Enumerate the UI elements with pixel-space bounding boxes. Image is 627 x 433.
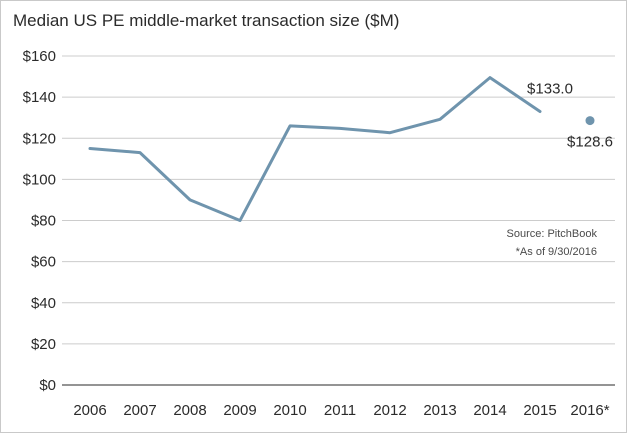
x-tick-label: 2008 [173,402,206,419]
y-axis-tick-labels: $0 $20 $40 $60 $80 $100 $120 $140 $160 [23,48,56,394]
series-line [88,76,542,222]
data-label: $133.0 [527,81,573,98]
chart-title: Median US PE middle-market transaction s… [13,11,400,30]
x-tick-label: 2016* [570,402,609,419]
source-note: Source: PitchBook [507,228,598,240]
x-tick-label: 2012 [373,402,406,419]
y-tick-label: $40 [31,295,56,312]
x-axis-tick-labels: 2006 2007 2008 2009 2010 2011 2012 2013 2014 2015… [73,402,609,419]
gridlines [62,55,615,386]
y-tick-label: $0 [39,377,56,394]
data-point [585,116,595,126]
y-tick-label: $20 [31,336,56,353]
y-tick-label: $140 [23,89,56,106]
as-of-note: *As of 9/30/2016 [516,246,597,258]
y-tick-label: $120 [23,130,56,147]
x-tick-label: 2014 [473,402,506,419]
x-tick-label: 2006 [73,402,106,419]
x-tick-label: 2013 [423,402,456,419]
y-tick-label: $60 [31,254,56,271]
x-tick-label: 2015 [523,402,556,419]
y-tick-label: $80 [31,213,56,230]
series-layer [88,76,595,222]
x-tick-label: 2009 [223,402,256,419]
x-tick-label: 2011 [324,402,356,419]
y-tick-label: $160 [23,48,56,65]
data-label: $128.6 [567,134,613,151]
x-tick-label: 2007 [123,402,156,419]
y-tick-label: $100 [23,171,56,188]
data-labels: $133.0 $128.6 [527,81,613,151]
x-tick-label: 2010 [273,402,306,419]
